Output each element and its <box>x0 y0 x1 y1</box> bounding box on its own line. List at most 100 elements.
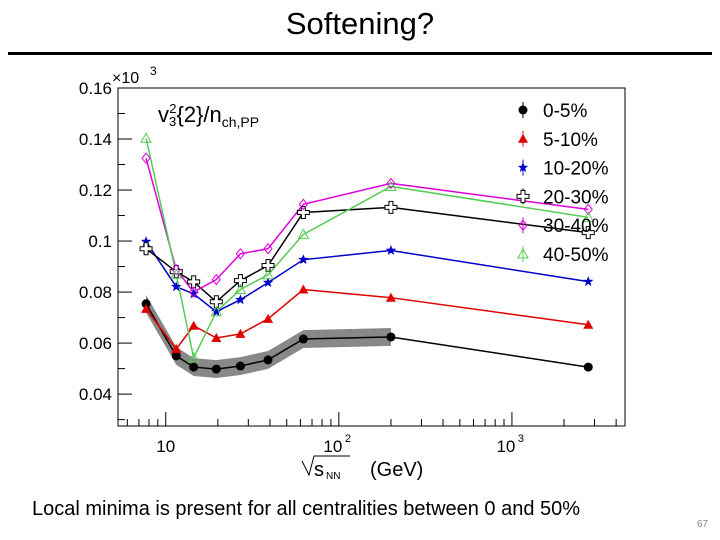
data-point <box>188 320 199 330</box>
cross-marker <box>139 242 153 256</box>
legend-marker <box>516 189 530 203</box>
triangle-marker <box>298 284 309 294</box>
circle-marker <box>386 332 396 342</box>
data-point <box>171 281 182 292</box>
triangle-marker <box>140 132 152 143</box>
data-point <box>583 203 593 216</box>
y-tick-label: 0.16 <box>79 79 112 98</box>
data-point <box>211 332 222 342</box>
circle-marker <box>141 299 151 309</box>
cross-marker <box>581 226 595 240</box>
legend-label: 40-50% <box>543 245 609 266</box>
cross-marker <box>169 265 183 279</box>
svg-text:NN: NN <box>326 471 340 482</box>
x-tick-exponent: 2 <box>345 433 351 445</box>
y-multiplier-exponent: 3 <box>150 64 157 78</box>
data-point <box>139 242 153 256</box>
data-point <box>170 268 183 279</box>
circle-marker <box>189 362 199 372</box>
diamond-marker <box>189 286 199 298</box>
data-point <box>235 248 246 260</box>
data-point <box>233 274 247 288</box>
svg-text:(GeV): (GeV) <box>370 459 423 481</box>
star-marker <box>235 294 246 305</box>
cross-marker <box>296 205 310 219</box>
circle-marker <box>263 355 273 365</box>
plot-label: v32{2}/nch,PP <box>158 101 259 130</box>
data-point <box>583 362 593 372</box>
data-point <box>583 276 594 287</box>
legend-label: 10-20% <box>543 159 609 180</box>
cross-marker <box>209 295 223 309</box>
diamond-marker <box>141 152 151 164</box>
title-divider <box>8 52 712 55</box>
circle-marker <box>298 334 308 344</box>
data-point <box>211 273 221 286</box>
data-point <box>385 245 397 255</box>
cross-marker <box>261 259 275 273</box>
data-point <box>298 254 309 265</box>
cross-marker <box>187 275 201 289</box>
triangle-marker <box>234 283 247 295</box>
triangle-marker <box>187 351 200 363</box>
legend-label: 5-10% <box>543 130 598 151</box>
page-number: 67 <box>697 519 709 530</box>
legend-label: 20-30% <box>543 187 609 208</box>
diamond-marker <box>583 203 593 216</box>
star-marker <box>298 254 309 265</box>
star-marker <box>211 306 222 317</box>
plot-label-sub2: ch,PP <box>222 114 259 130</box>
data-point <box>187 275 201 289</box>
data-point <box>384 200 398 214</box>
data-point <box>169 265 183 279</box>
y-multiplier: ×10 <box>112 70 139 87</box>
plot-label-sup: 2 <box>169 101 176 116</box>
diamond-marker <box>518 219 528 232</box>
circle-marker <box>583 362 593 372</box>
x-tick-label: 10 <box>323 437 342 456</box>
star-marker <box>140 236 152 246</box>
triangle-marker <box>171 343 182 353</box>
triangle-marker <box>583 319 594 329</box>
y-tick-label: 0.12 <box>79 181 112 200</box>
triangle-marker <box>518 133 528 143</box>
triangle-marker <box>263 313 274 323</box>
legend-marker <box>517 247 529 259</box>
legend-label: 0-5% <box>543 101 587 122</box>
x-axis-title: s NN (GeV) <box>301 455 423 482</box>
triangle-marker <box>385 180 397 191</box>
data-point <box>211 364 221 374</box>
data-point <box>141 152 151 164</box>
diamond-marker <box>386 177 396 190</box>
triangle-marker <box>141 303 152 313</box>
data-point <box>211 306 222 317</box>
triangle-marker <box>235 328 246 338</box>
diamond-marker <box>171 263 181 276</box>
star-marker <box>188 288 199 299</box>
data-point <box>141 299 151 309</box>
y-tick-label: 0.1 <box>88 232 112 251</box>
data-point <box>263 313 274 323</box>
data-point <box>386 332 396 342</box>
data-point <box>234 283 247 295</box>
legend: 0-5% 5-10% 10-20% 20-30% 30-40% 40-50% <box>516 101 609 266</box>
y-tick-label: 0.08 <box>79 283 112 302</box>
data-point <box>385 180 397 191</box>
plot-label-sub: 3 <box>169 114 176 129</box>
data-point <box>187 351 200 363</box>
star-marker <box>262 277 274 288</box>
data-point <box>263 355 273 365</box>
x-tick-label: 10 <box>496 437 515 456</box>
data-point <box>140 132 152 143</box>
data-point <box>385 292 396 302</box>
triangle-marker <box>170 268 183 279</box>
cross-marker <box>384 200 398 214</box>
diamond-marker <box>298 198 309 211</box>
data-point <box>297 228 310 239</box>
data-point <box>140 236 152 246</box>
legend-marker <box>518 105 528 115</box>
series-markers <box>139 132 595 374</box>
data-point <box>296 205 310 219</box>
data-point <box>171 351 181 361</box>
